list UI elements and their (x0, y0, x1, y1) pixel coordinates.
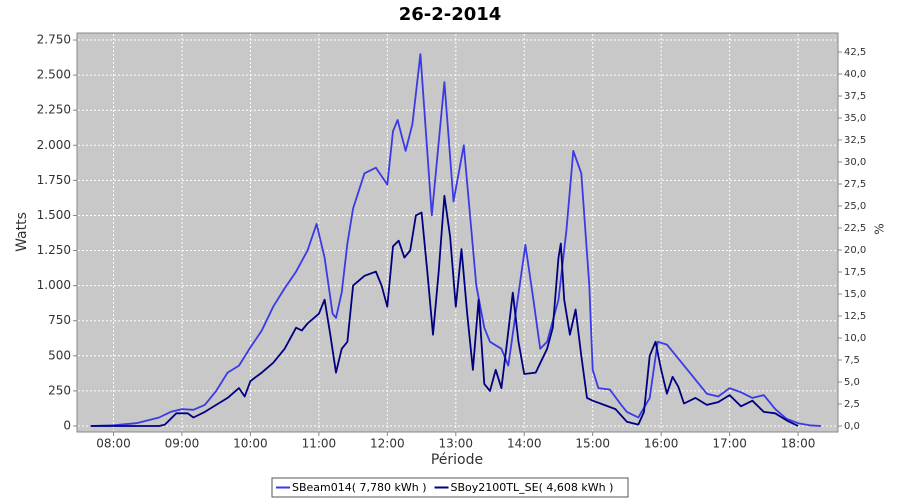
y-tick-label: 500 (48, 348, 71, 362)
y-tick-label: 1.250 (37, 243, 71, 257)
x-tick-label: 08:00 (96, 437, 131, 451)
y2-tick-label: 12,5 (844, 311, 866, 322)
y-tick-label: 1.750 (37, 173, 71, 187)
x-tick-label: 10:00 (233, 437, 268, 451)
y2-tick-label: 20,0 (844, 245, 866, 256)
y-tick-label: 0 (63, 418, 71, 432)
x-tick-label: 17:00 (712, 437, 747, 451)
y2-axis-label: % (873, 223, 887, 234)
y2-tick-label: 0,0 (844, 421, 860, 432)
x-tick-label: 09:00 (165, 437, 200, 451)
y-tick-label: 2.000 (37, 138, 71, 152)
y2-tick-label: 37,5 (844, 91, 866, 102)
legend (271, 477, 629, 498)
y2-tick-label: 32,5 (844, 135, 866, 146)
plot-area (76, 32, 839, 433)
y-tick-label: 750 (48, 313, 71, 327)
y2-tick-label: 25,0 (844, 201, 866, 212)
y-tick-label: 2.750 (37, 33, 71, 47)
y2-tick-label: 27,5 (844, 179, 866, 190)
x-tick-label: 11:00 (302, 437, 337, 451)
y-axis-label: Watts (14, 212, 30, 252)
x-axis-label: Période (431, 452, 483, 468)
y2-tick-label: 10,0 (844, 333, 866, 344)
x-tick-label: 14:00 (507, 437, 542, 451)
y2-tick-label: 17,5 (844, 267, 866, 278)
y-tick-label: 1.500 (37, 208, 71, 222)
y2-tick-label: 2,5 (844, 399, 860, 410)
y2-tick-label: 15,0 (844, 289, 866, 300)
y2-tick-label: 5,0 (844, 377, 860, 388)
x-tick-label: 16:00 (644, 437, 679, 451)
series-line (90, 53, 821, 427)
x-tick-label: 18:00 (781, 437, 816, 451)
y-tick-label: 1.000 (37, 278, 71, 292)
series-line (90, 194, 799, 427)
x-tick-label: 12:00 (370, 437, 405, 451)
y-tick-label: 2.500 (37, 68, 71, 82)
y2-tick-label: 40,0 (844, 69, 866, 80)
y2-tick-label: 42,5 (844, 47, 866, 58)
chart-title: 26-2-2014 (399, 4, 502, 25)
y2-tick-label: 30,0 (844, 157, 866, 168)
x-tick-label: 13:00 (438, 437, 473, 451)
y-tick-label: 250 (48, 383, 71, 397)
y2-tick-label: 7,5 (844, 355, 860, 366)
legend-label: SBeam014( 7,780 kWh ) (292, 481, 427, 494)
y2-tick-label: 35,0 (844, 113, 866, 124)
y-tick-label: 2.250 (37, 103, 71, 117)
legend-label: SBoy2100TL_SE( 4,608 kWh ) (451, 481, 614, 494)
y2-tick-label: 22,5 (844, 223, 866, 234)
x-tick-label: 15:00 (575, 437, 610, 451)
